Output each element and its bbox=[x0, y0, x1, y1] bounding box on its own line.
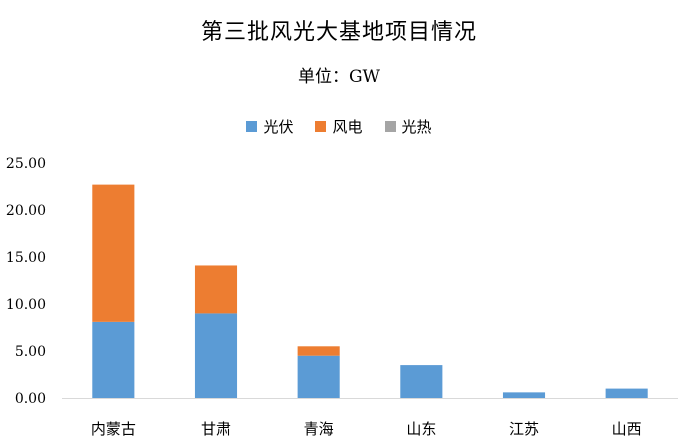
x-category-label-4: 江苏 bbox=[509, 420, 539, 438]
chart-legend: 光伏 风电 光热 bbox=[0, 116, 678, 137]
y-tick-label-3: 15.00 bbox=[6, 250, 46, 266]
legend-label-solar-pv: 光伏 bbox=[263, 118, 294, 136]
bar-光伏-江苏 bbox=[502, 392, 546, 398]
bar-光伏-青海 bbox=[297, 355, 340, 398]
x-category-label-3: 山东 bbox=[406, 420, 436, 438]
bar-光伏-内蒙古 bbox=[92, 321, 135, 398]
legend-item-wind: 风电 bbox=[315, 116, 363, 137]
bar-光伏-山东 bbox=[400, 365, 443, 398]
x-category-label-2: 青海 bbox=[304, 420, 334, 438]
legend-swatch-solar-pv bbox=[246, 121, 258, 132]
x-category-label-5: 山西 bbox=[612, 420, 642, 438]
y-tick-label-1: 5.00 bbox=[15, 344, 46, 360]
legend-swatch-solar-thermal bbox=[384, 121, 396, 132]
chart-subtitle: 单位：GW bbox=[297, 67, 381, 87]
bar-风电-内蒙古 bbox=[92, 184, 135, 322]
y-tick-label-2: 10.00 bbox=[6, 297, 46, 313]
chart-title: 第三批风光大基地项目情况 bbox=[200, 20, 477, 45]
legend-item-solar-thermal: 光热 bbox=[384, 116, 432, 137]
bar-光伏-甘肃 bbox=[194, 313, 238, 398]
legend-label-solar-thermal: 光热 bbox=[401, 118, 432, 136]
legend-swatch-wind bbox=[315, 121, 327, 132]
bar-光伏-山西 bbox=[605, 388, 648, 398]
y-tick-label-4: 20.00 bbox=[6, 203, 46, 219]
y-tick-label-0: 0.00 bbox=[15, 391, 46, 407]
bar-风电-甘肃 bbox=[194, 265, 238, 314]
x-category-label-0: 内蒙古 bbox=[91, 420, 136, 438]
x-category-label-1: 甘肃 bbox=[201, 420, 231, 438]
legend-label-wind: 风电 bbox=[332, 118, 363, 136]
bar-风电-青海 bbox=[297, 346, 340, 356]
legend-item-solar-pv: 光伏 bbox=[246, 116, 293, 137]
y-tick-label-5: 25.00 bbox=[6, 156, 46, 172]
